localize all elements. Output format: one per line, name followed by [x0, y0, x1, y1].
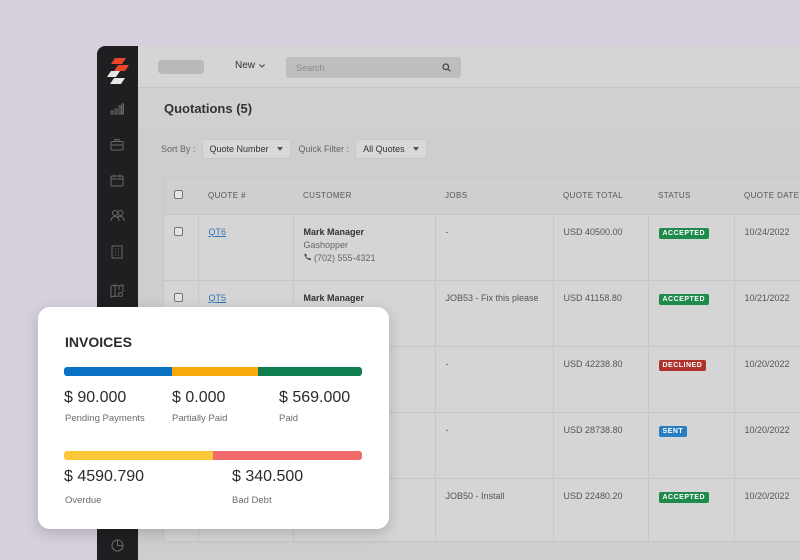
- total-cell: USD 22480.20: [552, 477, 648, 541]
- date-cell: 10/20/2022: [733, 345, 800, 412]
- quick-filter-value: All Quotes: [363, 144, 405, 154]
- jobs-cell: JOB50 - Install: [434, 477, 553, 541]
- customer-company: Gashopper: [303, 239, 349, 250]
- column-header-status[interactable]: STATUS: [658, 191, 691, 201]
- sort-by-dropdown[interactable]: Quote Number: [201, 139, 291, 159]
- select-all-cell: [164, 178, 198, 214]
- status-badge: ACCEPTED: [658, 491, 710, 503]
- bad-debt-segment: [213, 451, 362, 460]
- app-logo-icon[interactable]: [106, 58, 130, 86]
- filter-bar: Sort By : Quote Number Quick Filter : Al…: [161, 139, 427, 159]
- quote-link[interactable]: QT5: [208, 292, 227, 303]
- status-badge: DECLINED: [658, 359, 707, 371]
- overdue-label: Overdue: [65, 495, 102, 506]
- pending-label: Pending Payments: [65, 413, 145, 424]
- jobs-cell: JOB53 - Fix this please: [434, 279, 553, 346]
- date-cell: 10/20/2022: [733, 411, 800, 478]
- column-header-quote[interactable]: QUOTE #: [208, 191, 246, 201]
- partial-segment: [172, 367, 258, 376]
- date-cell: 10/24/2022: [733, 213, 800, 280]
- status-badge: ACCEPTED: [658, 227, 710, 239]
- invoices-title: INVOICES: [65, 334, 132, 350]
- invoice-status-bar: [64, 367, 362, 376]
- column-header-date[interactable]: QUOTE DATE: [744, 191, 800, 201]
- calendar-icon[interactable]: [108, 171, 126, 189]
- bar-chart-icon[interactable]: [108, 100, 126, 118]
- partial-label: Partially Paid: [172, 413, 228, 424]
- customer-phone: (702) 555-4321: [303, 253, 435, 263]
- status-badge: ACCEPTED: [658, 293, 710, 305]
- briefcase-icon[interactable]: [108, 135, 126, 153]
- new-button-label: New: [235, 60, 256, 71]
- users-icon[interactable]: [108, 206, 126, 224]
- select-all-checkbox[interactable]: [174, 190, 183, 200]
- search-icon[interactable]: [442, 63, 451, 72]
- search-input[interactable]: [296, 62, 436, 73]
- quick-filter-label: Quick Filter :: [298, 144, 350, 154]
- page-title: Quotations (5): [164, 101, 253, 116]
- quick-filter-dropdown[interactable]: All Quotes: [355, 139, 427, 159]
- new-button[interactable]: New: [235, 60, 265, 71]
- table-header-row: QUOTE # CUSTOMER JOBS QUOTE TOTAL STATUS…: [164, 178, 800, 214]
- date-cell: 10/21/2022: [733, 279, 800, 346]
- paid-segment: [257, 367, 362, 376]
- row-checkbox[interactable]: [174, 226, 183, 236]
- customer-name: Mark Manager: [303, 226, 365, 237]
- invoices-card: INVOICES $ 90.000 Pending Payments $ 0.0…: [38, 307, 389, 529]
- pending-amount: $ 90.000: [64, 389, 127, 406]
- sort-by-label: Sort By :: [161, 144, 196, 154]
- jobs-cell: -: [434, 345, 553, 412]
- overdue-amount: $ 4590.790: [64, 468, 145, 485]
- caret-down-icon: [276, 147, 283, 151]
- invoice-overdue-bar: [64, 451, 362, 460]
- building-icon[interactable]: [108, 243, 126, 261]
- total-cell: USD 28738.80: [552, 411, 648, 478]
- overdue-segment: [64, 451, 213, 460]
- table-row[interactable]: QT5 Mark Manager JOB53 - Fix this please…: [164, 279, 800, 346]
- total-cell: USD 42238.80: [552, 345, 648, 412]
- account-placeholder[interactable]: [158, 60, 204, 74]
- date-cell: 10/20/2022: [733, 477, 800, 541]
- jobs-cell: -: [434, 411, 553, 478]
- quote-link[interactable]: QT6: [208, 226, 227, 237]
- paid-amount: $ 569.000: [279, 389, 351, 406]
- pending-segment: [64, 367, 173, 376]
- search-box[interactable]: [286, 57, 461, 78]
- column-header-total[interactable]: QUOTE TOTAL: [563, 191, 623, 201]
- row-checkbox[interactable]: [174, 292, 183, 302]
- jobs-cell: -: [434, 213, 553, 280]
- partial-amount: $ 0.000: [172, 389, 226, 406]
- phone-icon: [303, 253, 311, 260]
- customer-name: Mark Manager: [303, 292, 365, 303]
- bad-debt-label: Bad Debt: [232, 495, 272, 506]
- status-badge: SENT: [658, 425, 688, 437]
- sort-by-value: Quote Number: [209, 144, 269, 154]
- total-cell: USD 40500.00: [552, 213, 648, 280]
- caret-down-icon: [412, 147, 419, 151]
- pie-chart-icon[interactable]: [108, 536, 126, 554]
- column-header-customer[interactable]: CUSTOMER: [303, 191, 352, 201]
- map-pin-icon[interactable]: [108, 282, 126, 300]
- paid-label: Paid: [279, 413, 299, 424]
- total-cell: USD 41158.80: [552, 279, 648, 346]
- table-row[interactable]: QT6 Mark Manager Gashopper (702) 555-432…: [164, 213, 800, 280]
- column-header-jobs[interactable]: JOBS: [445, 191, 468, 201]
- top-bar: New: [138, 46, 800, 88]
- chevron-down-icon: [259, 63, 265, 68]
- bad-debt-amount: $ 340.500: [232, 468, 304, 485]
